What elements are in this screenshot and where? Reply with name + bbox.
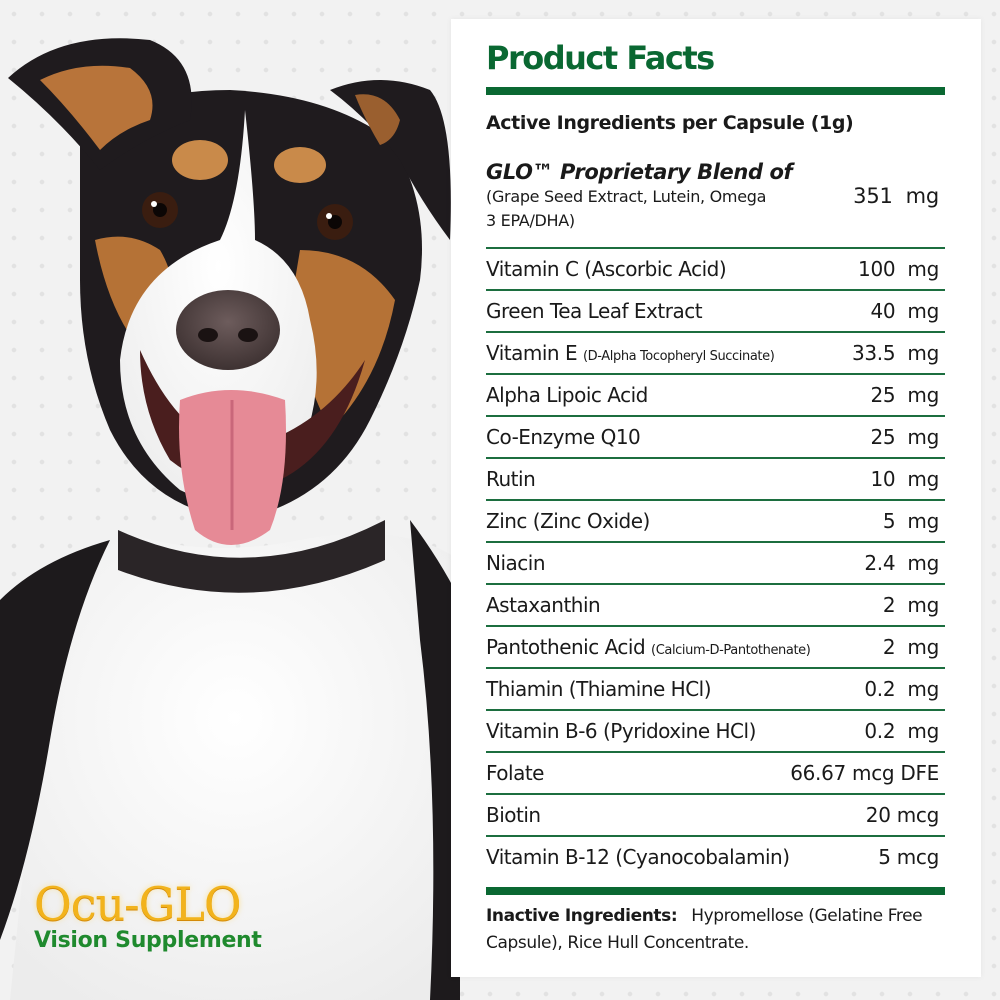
ingredient-name: Niacin: [486, 551, 546, 575]
blend-amount: 351 mg: [853, 184, 939, 208]
ingredient-name: Vitamin C (Ascorbic Acid): [486, 257, 727, 281]
ingredient-name: Zinc (Zinc Oxide): [486, 509, 650, 533]
table-row: Co-Enzyme Q10 25 mg: [486, 415, 945, 457]
ingredient-amount: 2 mg: [882, 593, 939, 617]
ingredient-name: Co-Enzyme Q10: [486, 425, 641, 449]
blend-title: GLO™ Proprietary Blend of: [486, 160, 793, 184]
table-row: Astaxanthin 2 mg: [486, 583, 945, 625]
table-row: Zinc (Zinc Oxide) 5 mg: [486, 499, 945, 541]
table-row: Vitamin C (Ascorbic Acid) 100 mg: [486, 247, 945, 289]
table-row: Rutin 10 mg: [486, 457, 945, 499]
blend-amount-value: 351: [853, 184, 893, 208]
ingredient-name: Alpha Lipoic Acid: [486, 383, 648, 407]
ingredient-name: Pantothenic Acid (Calcium-D-Pantothenate…: [486, 635, 811, 659]
ingredient-name: Vitamin B-12 (Cyanocobalamin): [486, 845, 790, 869]
ingredient-name: Green Tea Leaf Extract: [486, 299, 703, 323]
blend-description: (Grape Seed Extract, Lutein, Omega 3 EPA…: [486, 187, 767, 230]
ingredient-amount: 10 mg: [870, 467, 939, 491]
ingredient-amount: 5 mg: [882, 509, 939, 533]
table-row: Folate 66.67 mcg DFE: [486, 751, 945, 793]
brand-logo: Ocu-GLO Vision Supplement: [34, 880, 314, 954]
ingredient-amount: 2 mg: [882, 635, 939, 659]
table-row: Vitamin B-12 (Cyanocobalamin) 5 mcg: [486, 835, 945, 877]
product-facts-panel: Product Facts Active Ingredients per Cap…: [451, 19, 981, 977]
table-row: Thiamin (Thiamine HCl) 0.2 mg: [486, 667, 945, 709]
ingredient-amount: 100 mg: [858, 257, 939, 281]
table-row: Biotin 20 mcg: [486, 793, 945, 835]
table-row: Pantothenic Acid (Calcium-D-Pantothenate…: [486, 625, 945, 667]
ingredient-name: Folate: [486, 761, 545, 785]
brand-name: Ocu-GLO: [34, 877, 242, 931]
ingredient-name: Vitamin B-6 (Pyridoxine HCl): [486, 719, 756, 743]
ingredient-amount: 20 mcg: [865, 803, 940, 827]
ingredients-table: Vitamin C (Ascorbic Acid) 100 mg Green T…: [486, 247, 945, 877]
table-row: Green Tea Leaf Extract 40 mg: [486, 289, 945, 331]
inactive-label: Inactive Ingredients:: [486, 906, 678, 926]
ingredient-name: Rutin: [486, 467, 536, 491]
table-row: Vitamin B-6 (Pyridoxine HCl) 0.2 mg: [486, 709, 945, 751]
proprietary-blend: GLO™ Proprietary Blend of (Grape Seed Ex…: [486, 159, 945, 247]
ingredient-amount: 0.2 mg: [864, 719, 939, 743]
ingredient-name: Astaxanthin: [486, 593, 601, 617]
ingredient-amount: 33.5 mg: [851, 341, 939, 365]
table-row: Niacin 2.4 mg: [486, 541, 945, 583]
inactive-ingredients: Inactive Ingredients: Hypromellose (Gelat…: [486, 903, 945, 957]
table-row: Vitamin E (D-Alpha Tocopheryl Succinate)…: [486, 331, 945, 373]
title-divider: [486, 87, 945, 95]
ingredient-amount: 25 mg: [870, 383, 939, 407]
ingredient-amount: 5 mcg: [878, 845, 939, 869]
panel-title: Product Facts: [486, 39, 715, 77]
ingredient-amount: 40 mg: [870, 299, 939, 323]
bottom-divider: [486, 887, 945, 895]
table-row: Alpha Lipoic Acid 25 mg: [486, 373, 945, 415]
ingredient-name: Vitamin E (D-Alpha Tocopheryl Succinate): [486, 341, 775, 365]
ingredient-amount: 2.4 mg: [864, 551, 939, 575]
inactive-text: Hypromellose (Gelatine Free Capsule), Ri…: [486, 906, 923, 953]
ingredient-amount: 66.67 mcg DFE: [790, 761, 939, 785]
blend-amount-unit: mg: [905, 184, 940, 208]
ingredient-name: Biotin: [486, 803, 541, 827]
dog-photo: [0, 0, 460, 1000]
serving-heading: Active Ingredients per Capsule (1g): [486, 112, 854, 134]
ingredient-name: Thiamin (Thiamine HCl): [486, 677, 712, 701]
ingredient-amount: 25 mg: [870, 425, 939, 449]
ingredient-amount: 0.2 mg: [864, 677, 939, 701]
brand-tagline: Vision Supplement: [34, 928, 262, 953]
